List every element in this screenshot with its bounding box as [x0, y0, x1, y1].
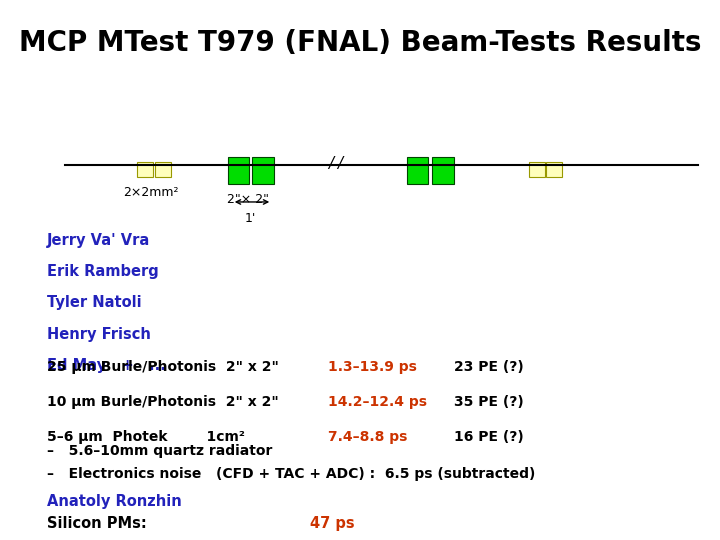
Text: –   5.6–10mm quartz radiator: – 5.6–10mm quartz radiator	[47, 444, 272, 458]
Bar	[546, 162, 562, 177]
Text: Ed May   +   ...: Ed May + ...	[47, 358, 166, 373]
Bar	[228, 157, 249, 184]
Text: 35 PE (?): 35 PE (?)	[454, 395, 523, 409]
Text: 10 μm Burle/Photonis  2" x 2": 10 μm Burle/Photonis 2" x 2"	[47, 395, 279, 409]
Text: MCP MTest T979 (FNAL) Beam-Tests Results: MCP MTest T979 (FNAL) Beam-Tests Results	[19, 29, 701, 57]
Text: Tyler Natoli: Tyler Natoli	[47, 295, 141, 310]
Text: 14.2–12.4 ps: 14.2–12.4 ps	[328, 395, 426, 409]
Text: / /: / /	[328, 156, 343, 171]
Bar	[155, 162, 171, 177]
Text: Erik Ramberg: Erik Ramberg	[47, 264, 158, 279]
Text: 1': 1'	[245, 212, 256, 225]
Text: 2×2mm²: 2×2mm²	[123, 186, 179, 199]
Text: 23 PE (?): 23 PE (?)	[454, 360, 523, 374]
Bar	[407, 157, 428, 184]
Text: 1.3–13.9 ps: 1.3–13.9 ps	[328, 360, 416, 374]
Bar	[137, 162, 153, 177]
Text: 47 ps: 47 ps	[310, 516, 354, 531]
Text: 16 PE (?): 16 PE (?)	[454, 430, 523, 444]
Text: Anatoly Ronzhin: Anatoly Ronzhin	[47, 494, 181, 509]
Text: 7.4–8.8 ps: 7.4–8.8 ps	[328, 430, 407, 444]
Text: 2"× 2": 2"× 2"	[228, 193, 269, 206]
Text: Jerry Va' Vra: Jerry Va' Vra	[47, 233, 150, 248]
Bar	[529, 162, 545, 177]
Text: –   Electronics noise   (CFD + TAC + ADC) :  6.5 ps (subtracted): – Electronics noise (CFD + TAC + ADC) : …	[47, 467, 535, 481]
Bar	[252, 157, 274, 184]
Bar	[432, 157, 454, 184]
Text: Silicon PMs:: Silicon PMs:	[47, 516, 147, 531]
Text: Henry Frisch: Henry Frisch	[47, 327, 150, 342]
Text: 5–6 μm  Photek        1cm²: 5–6 μm Photek 1cm²	[47, 430, 245, 444]
Text: 25 μm Burle/Photonis  2" x 2": 25 μm Burle/Photonis 2" x 2"	[47, 360, 279, 374]
